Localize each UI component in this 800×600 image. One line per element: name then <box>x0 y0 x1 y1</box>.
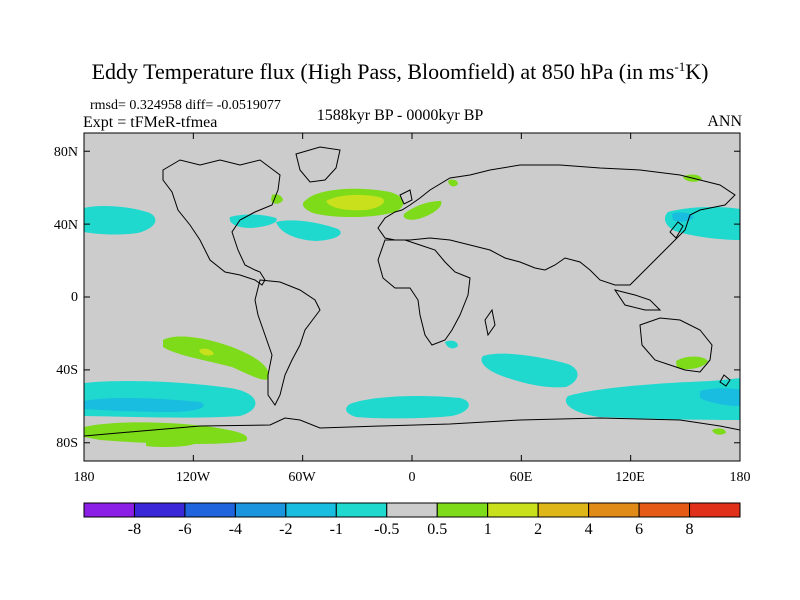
axis-tick-marks <box>83 133 741 461</box>
colorbar-box <box>83 502 135 518</box>
colorbar-box <box>184 502 236 518</box>
australia-coast <box>639 317 713 373</box>
colorbar-label: -8 <box>127 521 142 538</box>
colorbar-label: -2 <box>279 521 293 538</box>
colorbar-box <box>133 502 186 518</box>
north-america-coast <box>162 159 281 286</box>
lon-tick-180e: 180 <box>729 470 751 485</box>
lat-tick-80s: 80S <box>56 436 78 451</box>
south-indian-negative-patch <box>481 353 578 388</box>
south-pacific-core-patch <box>199 348 214 356</box>
south-pacific-positive-patch <box>163 336 269 380</box>
colorbar-label: -4 <box>228 521 243 538</box>
north-atlantic-core-patch <box>326 194 385 211</box>
colorbar-box <box>335 502 388 518</box>
colorbar-box <box>689 502 741 518</box>
north-pacific-west-negative-patch <box>84 205 156 235</box>
new-zealand-coast <box>719 374 731 387</box>
ross-sea-positive-patch <box>712 428 726 435</box>
negative-anomaly-layer <box>84 205 740 420</box>
lon-tick-60e: 60E <box>509 470 533 485</box>
south-atlantic-negative-patch <box>346 396 469 419</box>
lon-tick-180w: 180 <box>73 470 95 485</box>
lon-tick-0: 0 <box>408 470 416 485</box>
british-isles-coast <box>399 189 413 205</box>
colorbar-boxes <box>83 502 741 518</box>
title-main: Eddy Temperature flux (High Pass, Bloomf… <box>91 59 675 84</box>
plot-title: Eddy Temperature flux (High Pass, Bloomf… <box>0 60 800 83</box>
colorbar-label: 8 <box>685 521 694 538</box>
antarctic-positive-patch <box>146 440 196 447</box>
map-panel <box>83 132 741 462</box>
tasman-core-negative-patch <box>700 388 740 406</box>
south-america-coast <box>254 279 321 406</box>
western-atlantic-negative-patch <box>276 220 341 241</box>
labrador-positive-patch <box>271 194 283 204</box>
antarctica-coast <box>83 417 741 437</box>
southern-africa-negative-patch <box>445 340 458 349</box>
colorbar-box <box>487 502 539 518</box>
colorbar-box <box>588 502 640 518</box>
colorbar-label: 4 <box>584 521 593 538</box>
lat-tick-40s: 40S <box>56 363 78 378</box>
lon-tick-120w: 120W <box>175 470 211 485</box>
colorbar-box <box>436 502 489 518</box>
colorbar-box <box>638 502 691 518</box>
colorbar-label: -0.5 <box>374 521 400 538</box>
colorbar-box <box>234 502 287 518</box>
colorbar-label: 1 <box>483 521 492 538</box>
colorbar-label: 6 <box>635 521 644 538</box>
colorbar-box <box>386 502 438 518</box>
lon-tick-120e: 120E <box>615 470 645 485</box>
lat-tick-0: 0 <box>71 290 78 305</box>
stats-text: rmsd= 0.324958 diff= -0.0519077 <box>90 98 281 113</box>
lat-tick-80n: 80N <box>53 145 78 160</box>
title-superscript: -1 <box>674 59 686 74</box>
south-pacific-core-negative-patch <box>84 398 204 412</box>
north-america-negative-patch <box>229 214 277 228</box>
madagascar-coast <box>484 308 496 337</box>
colorbar-box <box>285 502 337 518</box>
lat-tick-40n: 40N <box>53 218 78 233</box>
australia-positive-patch <box>676 356 708 370</box>
season-label: ANN <box>707 113 742 130</box>
coastlines <box>83 146 741 437</box>
indonesia-coast <box>613 289 662 311</box>
southern-ocean-positive-patch <box>84 422 248 444</box>
greenland-coast <box>295 146 341 183</box>
period-label: 1588kyr BP - 0000kyr BP <box>316 107 484 124</box>
colorbar-label: 2 <box>534 521 543 538</box>
colorbar-label: -1 <box>329 521 343 538</box>
japan-coast <box>669 221 684 239</box>
title-unit-suffix: K) <box>685 59 709 84</box>
experiment-label: Expt = tFMeR-tfmea <box>83 114 218 131</box>
scandinavia-positive-patch <box>448 179 458 187</box>
eurasia-coast <box>377 164 736 286</box>
europe-positive-patch <box>403 201 442 220</box>
africa-coast <box>377 239 471 346</box>
colorbar-box <box>537 502 590 518</box>
colorbar-label: 0.5 <box>427 521 448 538</box>
positive-anomaly-layer <box>84 174 726 447</box>
lon-tick-60w: 60W <box>288 470 316 485</box>
south-australia-negative-band <box>565 378 740 420</box>
colorbar-label: -6 <box>178 521 192 538</box>
